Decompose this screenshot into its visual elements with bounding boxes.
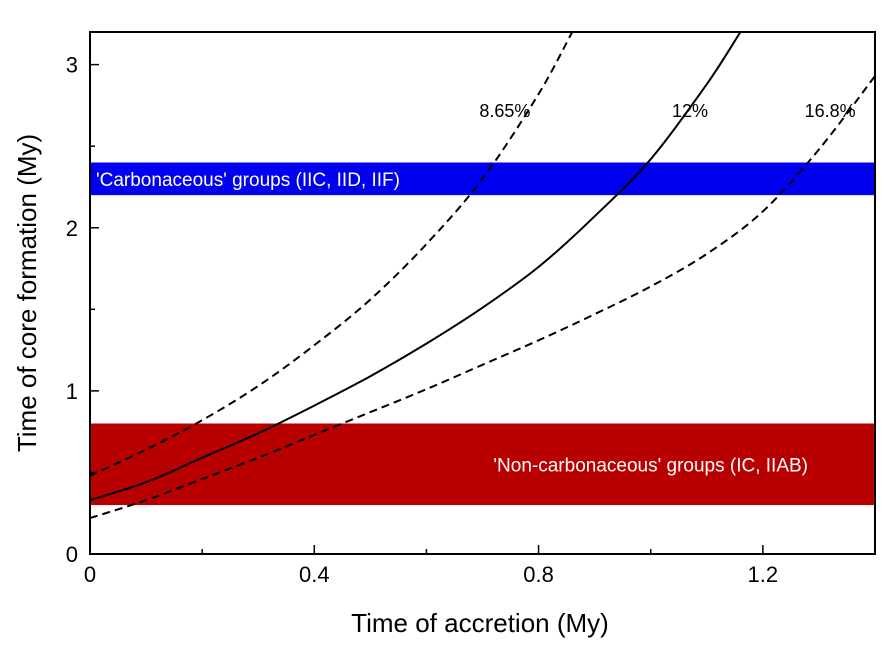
x-tick-label-0: 0	[84, 562, 96, 587]
non-carbonaceous-band-label: 'Non-carbonaceous' groups (IC, IIAB)	[493, 455, 808, 476]
curve-label-0: 8.65%	[479, 101, 530, 121]
y-tick-label-1: 1	[66, 379, 78, 404]
curve-label-1: 12%	[672, 101, 708, 121]
y-axis-title: Time of core formation (My)	[12, 134, 42, 452]
series-line-1	[90, 32, 742, 502]
x-tick-label-1: 0.4	[299, 562, 330, 587]
y-tick-label-0: 0	[66, 542, 78, 567]
plot-frame	[89, 31, 876, 555]
x-tick-label-3: 1.2	[748, 562, 779, 587]
y-tick-label-3: 3	[66, 53, 78, 78]
series-line-0	[90, 32, 574, 477]
y-tick-label-2: 2	[66, 216, 78, 241]
x-tick-label-2: 0.8	[523, 562, 554, 587]
curve-label-2: 16.8%	[805, 101, 856, 121]
non-carbonaceous-band	[90, 423, 875, 506]
series-line-2	[90, 75, 875, 520]
x-axis-title: Time of accretion (My)	[351, 608, 609, 638]
carbonaceous-band-label: 'Carbonaceous' groups (IIC, IID, IIF)	[96, 170, 400, 191]
